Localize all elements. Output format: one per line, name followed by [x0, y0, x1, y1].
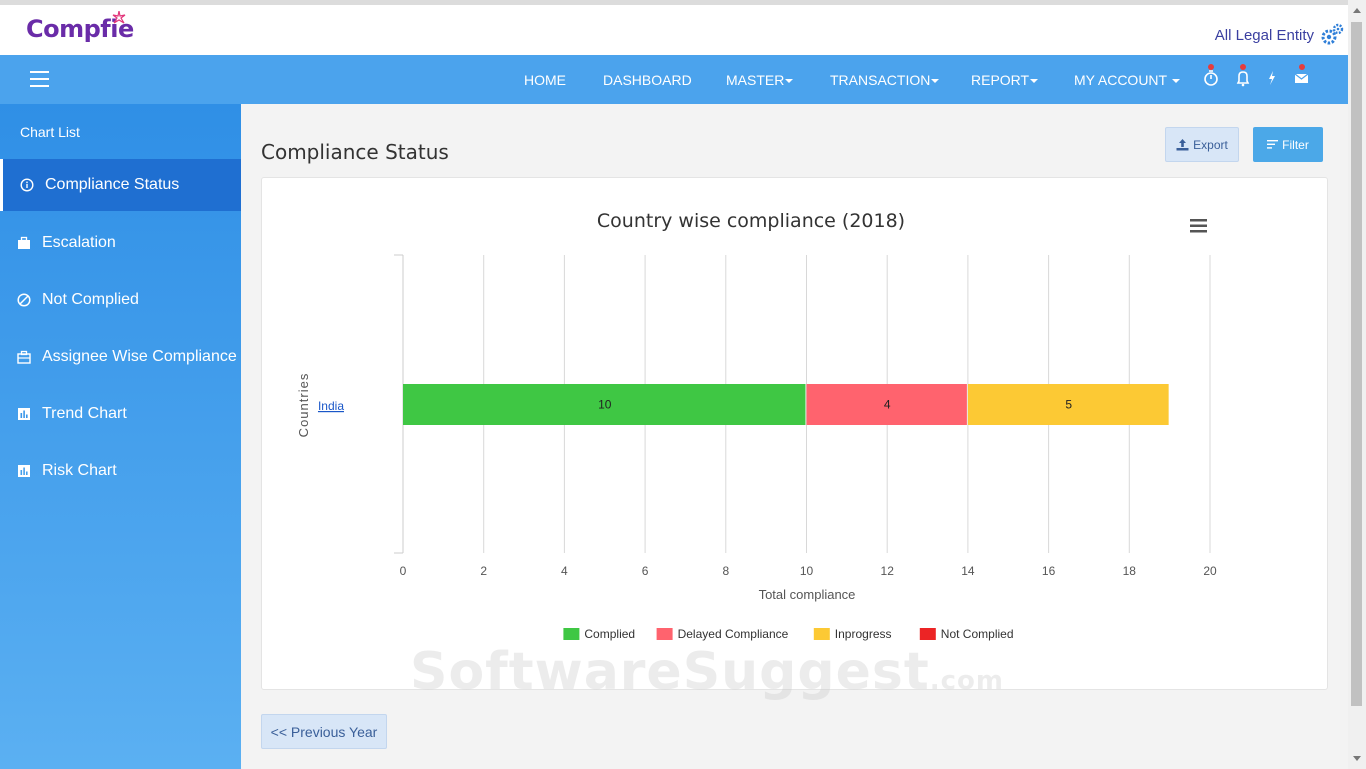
previous-year-button[interactable]: << Previous Year	[261, 714, 387, 749]
legend-swatch	[563, 628, 580, 640]
legal-entity-label[interactable]: All Legal Entity	[1214, 27, 1314, 44]
x-tick-label: 14	[961, 564, 975, 578]
legend-label: Complied	[584, 627, 635, 641]
sidebar-item-not-complied[interactable]: Not Complied	[0, 274, 241, 326]
category-label-india[interactable]: India	[318, 399, 344, 413]
toolbox-icon	[17, 350, 31, 364]
x-tick-label: 2	[480, 564, 487, 578]
notification-dot	[1299, 64, 1305, 70]
x-tick-label: 10	[800, 564, 814, 578]
legend-item[interactable]: Complied	[563, 627, 635, 641]
x-tick-label: 16	[1042, 564, 1056, 578]
bar-segment	[806, 384, 967, 425]
sidebar-item-compliance-status[interactable]: Compliance Status	[0, 159, 241, 211]
scroll-down-arrow-icon[interactable]	[1353, 756, 1361, 761]
x-tick-label: 12	[881, 564, 895, 578]
legend-label: Inprogress	[835, 627, 892, 641]
chart-card	[261, 177, 1328, 690]
sidebar-item-assignee-wise-compliance[interactable]: Assignee Wise Compliance	[0, 331, 241, 383]
sidebar-item-risk-chart[interactable]: Risk Chart	[0, 445, 241, 497]
y-axis-label: Countries	[296, 373, 311, 438]
data-label: 4	[884, 398, 891, 412]
x-tick-label: 4	[561, 564, 568, 578]
x-tick-label: 0	[400, 564, 407, 578]
caret-down-icon	[1030, 79, 1039, 84]
logo-star-icon	[112, 11, 126, 24]
legend-label: Delayed Compliance	[678, 627, 789, 641]
page-title: Compliance Status	[261, 140, 449, 164]
nav-master[interactable]: MASTER	[726, 72, 794, 88]
x-tick-label: 6	[642, 564, 649, 578]
legend-item[interactable]: Inprogress	[813, 627, 892, 641]
caret-down-icon	[1171, 79, 1180, 84]
settings-gears-icon[interactable]	[1320, 23, 1344, 47]
data-label: 10	[598, 398, 612, 412]
x-axis-ticks: 0 2 4 6 8 10 12 14 16 18 20	[400, 564, 1217, 578]
nav-report[interactable]: REPORT	[971, 72, 1039, 88]
sidebar-item-escalation[interactable]: Escalation	[0, 217, 241, 269]
x-tick-label: 18	[1123, 564, 1137, 578]
chart-legend: Complied Delayed Compliance Inprogress Not …	[563, 627, 1014, 641]
filter-button[interactable]: Filter	[1253, 127, 1323, 162]
bar-segment	[403, 384, 806, 425]
x-tick-label: 20	[1203, 564, 1217, 578]
briefcase-icon	[17, 236, 31, 250]
caret-down-icon	[931, 79, 940, 84]
nav-dashboard[interactable]: DASHBOARD	[603, 72, 692, 88]
export-label: Export	[1193, 137, 1228, 152]
caret-down-icon	[785, 79, 794, 84]
ban-icon	[17, 293, 31, 307]
bar-segment	[967, 384, 1169, 425]
filter-lines-icon	[1267, 140, 1279, 149]
compliance-chart: 10 4 5 0 2 4 6 8 10 12 14 16 18 20 Country wise comp…	[296, 210, 1217, 641]
sidebar-item-label: Escalation	[42, 234, 116, 251]
data-label: 5	[1065, 398, 1072, 412]
vertical-scrollbar[interactable]	[1348, 0, 1366, 769]
stopwatch-icon[interactable]	[1203, 64, 1221, 88]
bell-icon[interactable]	[1235, 64, 1253, 88]
main-navbar: HOME DASHBOARD MASTER TRANSACTION REPORT…	[0, 55, 1348, 104]
legend-swatch	[919, 628, 936, 640]
export-button[interactable]: Export	[1165, 127, 1239, 162]
hamburger-menu-icon[interactable]	[30, 71, 49, 87]
sidebar-item-trend-chart[interactable]: Trend Chart	[0, 388, 241, 440]
sidebar: Chart List Compliance Status Escalation …	[0, 104, 241, 769]
bolt-icon[interactable]	[1264, 68, 1282, 88]
x-axis-label: Total compliance	[759, 587, 856, 602]
sidebar-item-label: Trend Chart	[42, 405, 127, 422]
sidebar-item-label: Compliance Status	[45, 176, 180, 193]
sidebar-item-label: Assignee Wise Compliance	[42, 348, 237, 365]
info-circle-icon	[20, 178, 34, 192]
top-header: Compfie All Legal Entity	[0, 0, 1348, 55]
envelope-icon[interactable]	[1294, 64, 1312, 88]
notification-dot	[1240, 64, 1246, 70]
notification-dot	[1208, 64, 1214, 70]
legend-item[interactable]: Not Complied	[919, 627, 1014, 641]
legend-item[interactable]: Delayed Compliance	[656, 627, 789, 641]
chart-title: Country wise compliance (2018)	[597, 210, 905, 232]
upload-icon	[1176, 138, 1189, 150]
sidebar-item-label: Risk Chart	[42, 462, 117, 479]
filter-label: Filter	[1282, 137, 1309, 152]
legend-swatch	[656, 628, 673, 640]
nav-transaction[interactable]: TRANSACTION	[830, 72, 940, 88]
bar-chart-icon	[17, 407, 31, 421]
watermark: SoftwareSuggest.com	[410, 642, 1004, 702]
legend-label: Not Complied	[941, 627, 1014, 641]
scroll-up-arrow-icon[interactable]	[1353, 8, 1361, 13]
x-tick-label: 8	[722, 564, 729, 578]
sidebar-heading: Chart List	[20, 124, 80, 140]
scroll-thumb[interactable]	[1351, 22, 1362, 706]
nav-home[interactable]: HOME	[524, 72, 566, 88]
chart-menu-icon[interactable]	[1190, 219, 1207, 233]
nav-my-account[interactable]: MY ACCOUNT	[1074, 72, 1180, 88]
legend-swatch	[813, 628, 830, 640]
bar-chart-icon	[17, 464, 31, 478]
chart-bars: 10 4 5	[403, 384, 1169, 425]
sidebar-item-label: Not Complied	[42, 291, 139, 308]
